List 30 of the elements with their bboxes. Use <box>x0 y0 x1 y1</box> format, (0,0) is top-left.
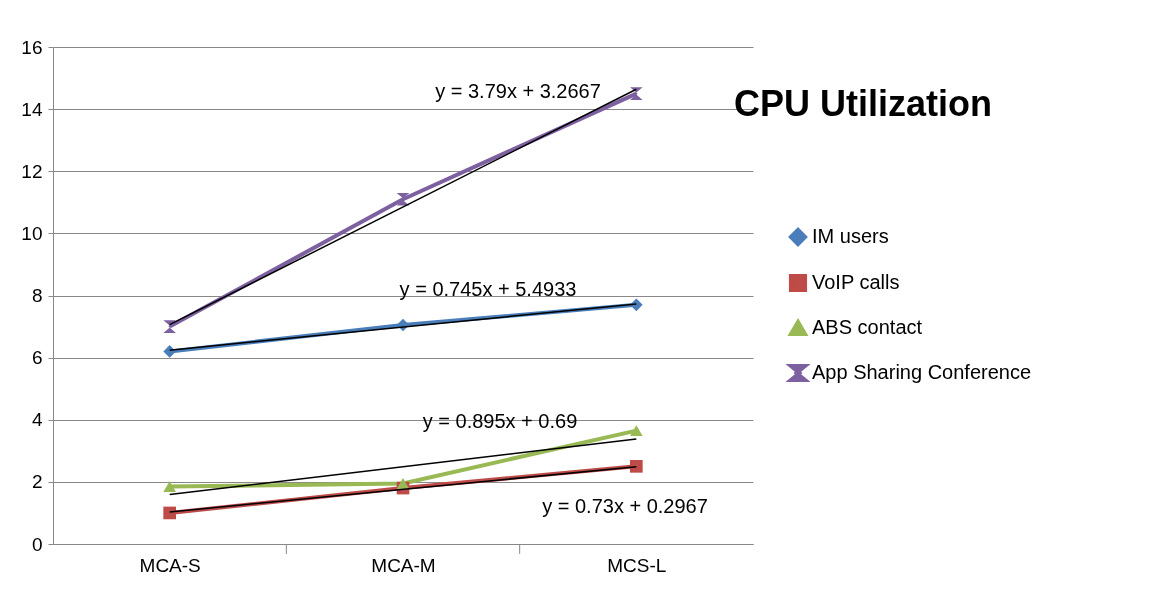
x-tick-label: MCA-S <box>139 554 201 576</box>
text: CPU Utilization <box>734 83 992 124</box>
y-tick-label: 16 <box>21 36 43 58</box>
point <box>163 481 176 493</box>
point <box>163 345 176 358</box>
x-tick-label: MCA-M <box>371 554 436 576</box>
annotation: y = 3.79x + 3.2667 <box>435 80 601 102</box>
legend-label: IM users <box>812 225 889 247</box>
y-tick-label: 2 <box>31 471 43 493</box>
annotation: y = 0.745x + 5.4933 <box>399 278 577 300</box>
annotation: y = 0.895x + 0.69 <box>422 410 578 432</box>
y-tick-label: 14 <box>21 98 43 120</box>
y-tick-label: 6 <box>31 347 43 369</box>
x-tick-label: MCS-L <box>607 554 667 576</box>
point <box>396 477 410 489</box>
y-tick-label: 0 <box>31 533 43 555</box>
y-tick-label: 12 <box>21 160 43 182</box>
annotation: y = 0.73x + 0.2967 <box>542 495 708 517</box>
point <box>630 460 643 473</box>
point <box>630 425 643 437</box>
y-tick-label: 4 <box>31 409 43 431</box>
point <box>396 192 410 206</box>
legend-label: App Sharing Conference <box>812 361 1032 383</box>
legend-label: ABS contact <box>812 316 923 338</box>
y-tick-label: 10 <box>21 222 43 244</box>
point <box>163 506 176 520</box>
legend-label: VoIP calls <box>812 271 900 293</box>
point <box>163 320 176 333</box>
point <box>630 87 643 100</box>
y-tick-label: 8 <box>31 285 43 306</box>
